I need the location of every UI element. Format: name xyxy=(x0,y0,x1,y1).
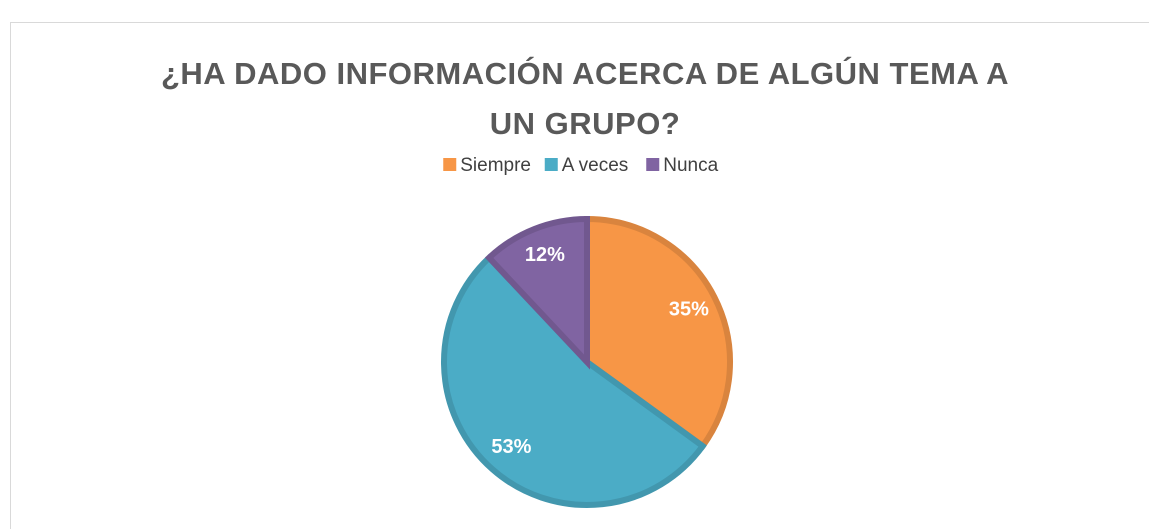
pie-slice xyxy=(441,253,707,508)
data-label: 35% xyxy=(669,298,709,320)
chart-title: UN GRUPO? xyxy=(490,106,681,141)
pie-slice xyxy=(484,215,590,370)
legend-swatch xyxy=(443,158,457,171)
legend-swatch xyxy=(646,158,660,171)
legend-swatch xyxy=(544,158,558,171)
data-label: 12% xyxy=(525,244,565,266)
data-label: 53% xyxy=(491,436,531,458)
legend-label: Nunca xyxy=(663,155,718,176)
legend-label: A veces xyxy=(562,155,629,176)
legend-label: Siempre xyxy=(460,155,531,176)
chart-title: ¿HA DADO INFORMACIÓN ACERCA DE ALGÚN TEM… xyxy=(161,55,1009,91)
pie-slice xyxy=(584,215,733,451)
